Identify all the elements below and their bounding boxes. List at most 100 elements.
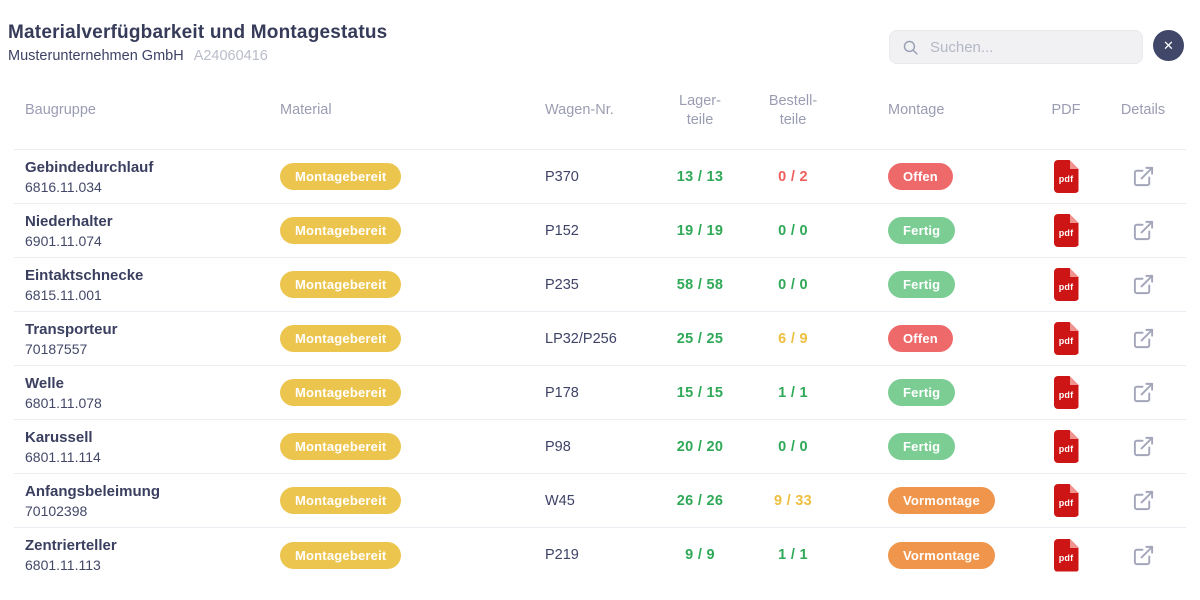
baugruppe-number: 6901.11.074 [25,232,102,249]
details-button[interactable] [1132,219,1155,242]
pdf-icon[interactable]: pdf [1053,376,1079,409]
external-link-icon [1133,274,1153,295]
wagen-nr-value: P98 [545,438,571,455]
material-table: Baugruppe Material Wagen-Nr. Lager-teile… [14,72,1186,582]
bestellteile-count: 1 / 1 [778,384,808,401]
baugruppe-number: 70187557 [25,340,88,357]
baugruppe-number: 6815.11.001 [25,286,102,303]
bestellteile-count: 0 / 2 [778,168,808,185]
details-button[interactable] [1132,273,1155,296]
external-link-icon [1133,166,1153,187]
details-button[interactable] [1132,381,1155,404]
bestellteile-count: 0 / 0 [778,438,808,455]
table-header-row: Baugruppe Material Wagen-Nr. Lager-teile… [14,72,1186,150]
montage-status-badge: Offen [888,325,953,352]
details-button[interactable] [1132,327,1155,350]
table-row: Anfangsbeleimung 70102398 Montagebereit … [14,474,1186,528]
montage-status-badge: Vormontage [888,541,995,569]
baugruppe-number: 70102398 [25,502,88,519]
external-link-icon [1133,382,1153,403]
wagen-nr-value: W45 [545,492,575,509]
bestellteile-count: 0 / 0 [778,276,808,293]
details-button[interactable] [1132,544,1155,567]
search-icon [903,40,918,55]
table-row: Niederhalter 6901.11.074 Montagebereit P… [14,204,1186,258]
wagen-nr-value: P235 [545,276,579,293]
baugruppe-name: Welle [25,374,64,392]
pdf-icon[interactable]: pdf [1053,430,1079,463]
material-status-badge: Montagebereit [280,379,402,406]
column-header-wagen-nr: Wagen-Nr. [545,102,614,119]
montage-status-badge: Fertig [888,433,956,460]
baugruppe-name: Niederhalter [25,212,113,230]
lagerteile-count: 19 / 19 [676,222,724,239]
details-button[interactable] [1132,489,1155,512]
table-row: Zentrierteller 6801.11.113 Montagebereit… [14,528,1186,582]
external-link-icon [1133,490,1153,511]
pdf-icon[interactable]: pdf [1053,268,1079,301]
material-status-badge: Montagebereit [280,217,402,244]
material-status-badge: Montagebereit [280,433,402,460]
material-status-badge: Montagebereit [280,541,402,569]
close-icon: ✕ [1163,38,1174,53]
lagerteile-count: 58 / 58 [676,276,724,293]
montage-status-badge: Fertig [888,271,956,298]
pdf-icon[interactable]: pdf [1053,214,1079,247]
wagen-nr-value: P152 [545,222,579,239]
material-status-badge: Montagebereit [280,325,402,352]
material-status-badge: Montagebereit [280,271,402,298]
pdf-icon[interactable]: pdf [1053,538,1079,572]
pdf-icon[interactable]: pdf [1053,160,1079,193]
column-header-pdf: PDF [1051,102,1081,119]
search-box[interactable] [889,30,1143,64]
external-link-icon [1133,545,1153,565]
subtitle: Musterunternehmen GmbH A24060416 [8,48,1184,64]
bestellteile-count: 6 / 9 [778,330,808,347]
lagerteile-count: 25 / 25 [676,330,724,347]
baugruppe-number: 6816.11.034 [25,178,102,195]
baugruppe-name: Transporteur [25,320,118,338]
column-header-material: Material [280,102,332,119]
table-row: Transporteur 70187557 Montagebereit LP32… [14,312,1186,366]
lagerteile-count: 9 / 9 [685,547,715,563]
table-row: Karussell 6801.11.114 Montagebereit P98 … [14,420,1186,474]
baugruppe-name: Zentrierteller [25,537,117,554]
search-input[interactable] [928,37,1130,57]
column-header-baugruppe: Baugruppe [25,102,96,119]
pdf-icon[interactable]: pdf [1053,322,1079,355]
material-status-badge: Montagebereit [280,163,402,190]
baugruppe-name: Karussell [25,428,93,446]
lagerteile-count: 26 / 26 [676,492,724,509]
table-row: Welle 6801.11.078 Montagebereit P178 15 … [14,366,1186,420]
pdf-icon[interactable]: pdf [1053,484,1079,517]
details-button[interactable] [1132,165,1155,188]
baugruppe-name: Eintaktschnecke [25,266,144,284]
baugruppe-name: Anfangsbeleimung [25,482,161,500]
bestellteile-count: 1 / 1 [778,547,808,563]
details-button[interactable] [1132,435,1155,458]
montage-status-badge: Offen [888,163,953,190]
bestellteile-count: 9 / 33 [773,492,813,509]
column-header-lagerteile: Lager-teile [679,92,721,128]
bestellteile-count: 0 / 0 [778,222,808,239]
external-link-icon [1133,328,1153,349]
close-button[interactable]: ✕ [1153,30,1184,61]
montage-status-badge: Vormontage [888,487,995,514]
top-bar: Materialverfügbarkeit und Montagestatus … [0,0,1200,72]
baugruppe-name: Gebindedurchlauf [25,158,154,176]
reference-id: A24060416 [193,48,268,64]
table-row: Gebindedurchlauf 6816.11.034 Montagebere… [14,150,1186,204]
lagerteile-count: 15 / 15 [676,384,724,401]
baugruppe-number: 6801.11.078 [25,394,102,411]
column-header-bestellteile: Bestell-teile [768,92,818,128]
material-status-badge: Montagebereit [280,487,402,514]
external-link-icon [1133,436,1153,457]
page-title: Materialverfügbarkeit und Montagestatus [8,22,388,43]
wagen-nr-value: P219 [545,547,579,563]
table-row: Eintaktschnecke 6815.11.001 Montageberei… [14,258,1186,312]
montage-status-badge: Fertig [888,217,956,244]
baugruppe-number: 6801.11.114 [25,448,101,465]
column-header-montage: Montage [888,102,945,119]
column-header-details: Details [1120,102,1166,119]
lagerteile-count: 20 / 20 [676,438,724,455]
